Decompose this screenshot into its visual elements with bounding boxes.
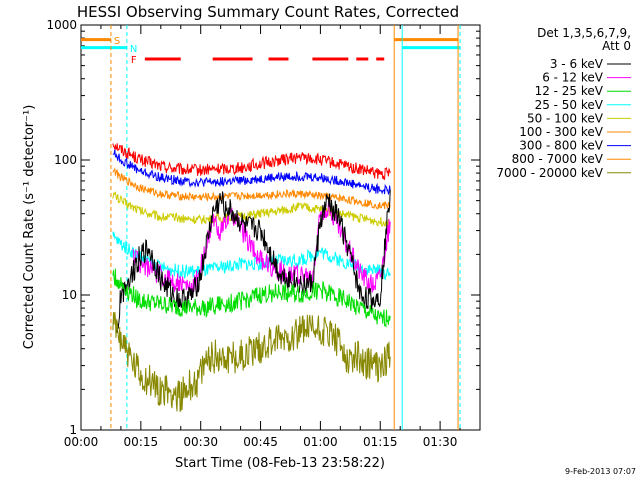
footer-timestamp: 9-Feb-2013 07:07 [565, 467, 636, 476]
legend-label: 7000 - 20000 keV [496, 166, 603, 180]
attenuator-flag: F [131, 55, 385, 66]
time-marker-label: N [130, 44, 137, 55]
x-tick-label: 00:30 [183, 435, 218, 449]
y-axis-label: Corrected Count Rate (s⁻¹ detector⁻¹) [22, 105, 37, 350]
x-tick-label: 01:00 [303, 435, 338, 449]
x-tick-label: 00:00 [64, 435, 99, 449]
x-tick-label: 00:45 [243, 435, 278, 449]
y-tick-label: 10 [62, 288, 77, 302]
plot-frame [80, 24, 481, 431]
series-line [112, 268, 391, 328]
status-bars [81, 38, 461, 50]
x-tick-label: 01:30 [423, 435, 458, 449]
series-line [112, 167, 391, 210]
legend-label: 50 - 100 keV [527, 111, 604, 125]
series-line [112, 231, 391, 281]
y-tick-label: 1 [69, 423, 77, 437]
legend-label: 300 - 800 keV [519, 139, 603, 153]
legend-label: 25 - 50 keV [535, 98, 604, 112]
legend-label: 800 - 7000 keV [512, 152, 604, 166]
series-group [112, 143, 391, 412]
legend-label: 100 - 300 keV [519, 125, 603, 139]
x-axis: 00:00 00:15 00:30 00:45 01:00 01:15 01:30 [64, 25, 481, 449]
legend-label: 6 - 12 keV [542, 71, 604, 85]
time-marker-label: S [114, 36, 120, 47]
vertical-markers: SN [110, 25, 461, 430]
legend-header-line-2: Att 0 [602, 39, 631, 53]
y-tick-label: 1000 [46, 18, 77, 32]
series-line [112, 311, 391, 412]
legend-label: 3 - 6 keV [550, 57, 604, 71]
series-line [112, 143, 391, 181]
y-axis: 1 10 100 1000 [46, 18, 480, 437]
series-line [112, 190, 391, 228]
x-axis-label: Start Time (08-Feb-13 23:58:22) [175, 456, 385, 471]
series-line [132, 197, 391, 298]
x-tick-label: 00:15 [124, 435, 159, 449]
y-tick-label: 100 [54, 153, 77, 167]
legend-header-line-1: Det 1,3,5,6,7,9, [537, 26, 631, 40]
legend-label: 12 - 25 keV [535, 84, 604, 98]
flag-label: F [131, 55, 137, 66]
series-line [112, 149, 391, 196]
x-tick-label: 01:15 [363, 435, 398, 449]
series-line [116, 189, 391, 333]
chart-title: HESSI Observing Summary Count Rates, Cor… [77, 3, 459, 21]
